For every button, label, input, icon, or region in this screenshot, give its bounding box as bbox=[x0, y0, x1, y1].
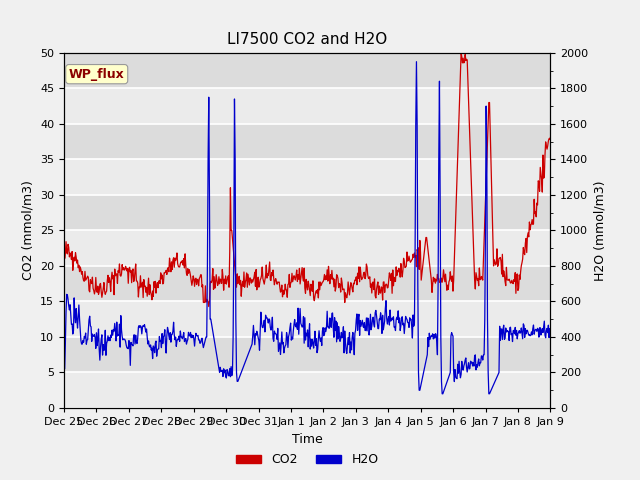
H2O bbox=[119, 337, 127, 343]
CO2 bbox=[457, 50, 465, 56]
Y-axis label: H2O (mmol/m3): H2O (mmol/m3) bbox=[594, 180, 607, 281]
CO2 bbox=[381, 289, 388, 295]
H2O bbox=[69, 331, 77, 337]
CO2 bbox=[205, 304, 212, 310]
Text: WP_flux: WP_flux bbox=[69, 68, 125, 81]
CO2 bbox=[119, 267, 127, 273]
Bar bbox=[64, 159, 550, 195]
Legend: CO2, H2O: CO2, H2O bbox=[231, 448, 383, 471]
Bar bbox=[64, 88, 550, 124]
Line: CO2: CO2 bbox=[64, 53, 550, 307]
H2O bbox=[547, 332, 554, 337]
CO2 bbox=[69, 267, 77, 273]
CO2 bbox=[547, 134, 554, 140]
Bar bbox=[64, 372, 550, 408]
X-axis label: Time: Time bbox=[292, 432, 323, 445]
H2O bbox=[194, 333, 202, 338]
CO2 bbox=[168, 266, 176, 272]
CO2 bbox=[367, 284, 374, 290]
Bar bbox=[64, 301, 550, 337]
Title: LI7500 CO2 and H2O: LI7500 CO2 and H2O bbox=[227, 33, 387, 48]
Y-axis label: CO2 (mmol/m3): CO2 (mmol/m3) bbox=[22, 180, 35, 280]
H2O bbox=[413, 59, 420, 65]
H2O bbox=[168, 331, 176, 337]
CO2 bbox=[60, 245, 68, 251]
Line: H2O: H2O bbox=[64, 62, 550, 394]
Bar bbox=[64, 230, 550, 266]
CO2 bbox=[194, 277, 202, 283]
H2O bbox=[380, 323, 388, 328]
H2O bbox=[60, 343, 68, 348]
H2O bbox=[366, 324, 374, 330]
H2O bbox=[438, 391, 446, 396]
